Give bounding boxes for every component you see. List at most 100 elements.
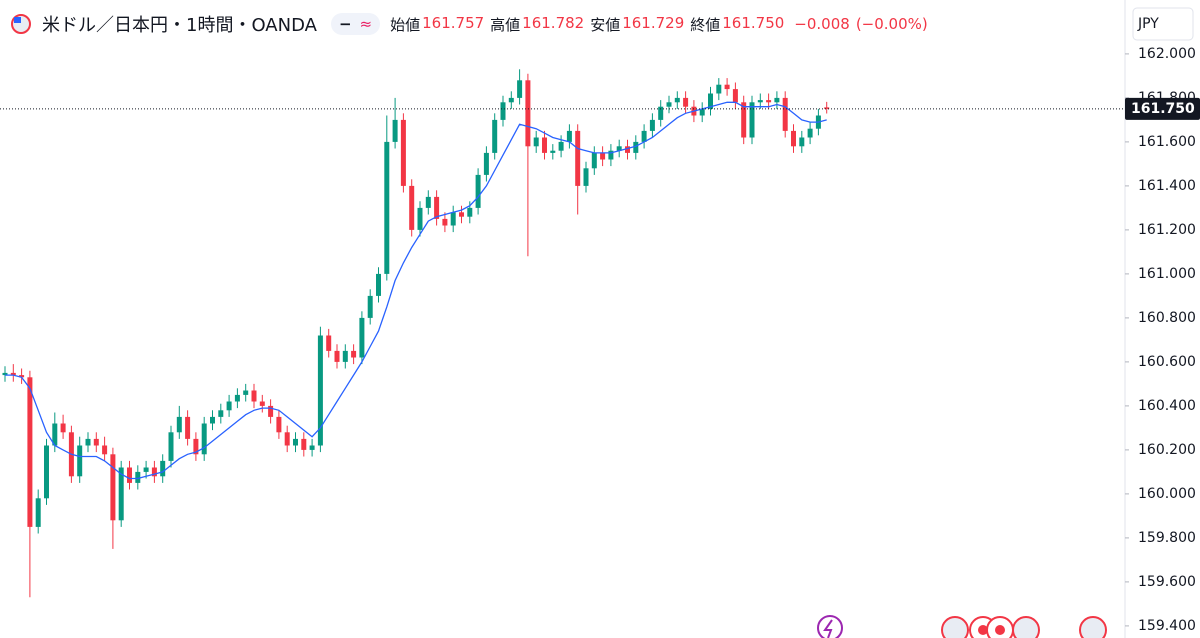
candle-body: [342, 350, 348, 362]
candle-body: [533, 137, 539, 147]
candle-body: [201, 423, 207, 455]
currency-box[interactable]: [1132, 7, 1194, 41]
candle-body: [35, 498, 41, 527]
moving-average: [5, 101, 827, 480]
candle-body: [19, 375, 25, 378]
candle-body: [508, 97, 514, 103]
y-tick-label: 159.600: [1138, 574, 1196, 590]
toggle-pill[interactable]: − ≈: [330, 13, 381, 35]
symbol-title[interactable]: 米ドル／日本円・1時間・OANDA: [42, 15, 317, 36]
candle-body: [566, 130, 572, 142]
candle-body: [633, 141, 639, 153]
candle-body: [317, 335, 323, 446]
change-percent: (−0.00%): [855, 15, 928, 33]
lightning: [823, 619, 833, 638]
candle-body: [807, 128, 813, 138]
field-label: 安値: [590, 15, 621, 34]
y-tick-label: 161.600: [1138, 134, 1196, 150]
candle-body: [2, 372, 8, 376]
candle-body: [367, 295, 373, 318]
flag-icon: [11, 14, 31, 34]
y-tick-label: 160.000: [1138, 486, 1196, 502]
candle-body: [417, 207, 423, 230]
candle-body: [591, 152, 597, 169]
candle-body: [542, 137, 547, 153]
candle-body: [475, 174, 481, 208]
event-icons: [817, 615, 1107, 638]
candle-body: [666, 102, 672, 107]
candle-body: [293, 438, 298, 446]
candle-body: [483, 152, 489, 175]
field-label: 高値: [490, 15, 521, 34]
candle-body: [467, 207, 473, 217]
candle-body: [52, 423, 58, 446]
change: −0.008: [794, 15, 850, 33]
candle-body: [10, 372, 16, 376]
event-icon[interactable]: [941, 616, 969, 638]
candle-body: [525, 80, 531, 147]
candle-body: [550, 150, 556, 153]
candle-body: [608, 150, 614, 160]
candle-body: [44, 445, 49, 499]
candle-body: [102, 445, 108, 455]
candle-body: [160, 460, 166, 477]
candle-body: [210, 416, 215, 424]
candle-body: [276, 416, 282, 433]
candles: [2, 69, 830, 598]
y-tick-label: 160.200: [1138, 442, 1196, 458]
candle-body: [143, 467, 149, 472]
candle-body: [284, 432, 290, 446]
field-label: 始値: [390, 15, 421, 34]
candle-body: [243, 390, 249, 395]
candle-body: [301, 438, 307, 450]
event-icon[interactable]: [1079, 616, 1107, 638]
y-tick-label: 159.400: [1138, 618, 1196, 634]
field-value: 161.757: [422, 13, 485, 32]
candle-body: [450, 212, 456, 226]
candle-body: [583, 168, 589, 186]
candle-body: [708, 93, 713, 109]
currency[interactable]: JPY: [1137, 16, 1159, 32]
candle-body: [392, 119, 398, 142]
y-tick-label: 161.400: [1138, 178, 1196, 194]
candle-body: [749, 102, 755, 138]
field-value: 161.729: [622, 13, 685, 32]
candle-body: [425, 196, 431, 208]
candle-body: [168, 432, 174, 461]
legend-header: 米ドル／日本円・1時間・OANDA − ≈ 始値 161.757 高値 161.782 安…: [10, 10, 928, 38]
candle-body: [110, 454, 116, 521]
candle-body: [409, 185, 415, 230]
candle-body: [400, 119, 406, 186]
candle-body: [268, 405, 274, 417]
candle-body: [649, 119, 655, 131]
candle-body: [625, 146, 630, 153]
field-value: 161.750: [722, 13, 785, 32]
ohlc-fields: 始値 161.757 高値 161.782 安値 161.729 終値 161.750: [390, 14, 788, 35]
candle-body: [674, 97, 680, 103]
candle-body: [575, 130, 581, 186]
candle-body: [517, 80, 523, 98]
candle-body: [459, 212, 464, 217]
candle-body: [326, 335, 332, 351]
event-icon[interactable]: [1012, 616, 1040, 638]
candle-body: [226, 401, 232, 411]
candle-body: [774, 97, 780, 103]
field-value: 161.782: [522, 13, 585, 32]
candle-body: [791, 130, 796, 147]
event-icon[interactable]: [817, 615, 843, 638]
candle-body: [732, 89, 738, 103]
candle-body: [741, 102, 747, 138]
candle-body: [683, 97, 689, 107]
y-tick-label: 161.000: [1138, 266, 1196, 282]
y-tick-label: 161.200: [1138, 222, 1196, 238]
candle-body: [500, 102, 506, 120]
candle-body: [600, 152, 606, 160]
candle-body: [641, 130, 647, 142]
flag-dot: [995, 625, 1005, 635]
candle-body: [442, 218, 448, 226]
candle-body: [118, 467, 124, 521]
candle-body: [259, 401, 265, 406]
y-tick-label: 160.400: [1138, 398, 1196, 414]
candle-body: [616, 146, 622, 151]
